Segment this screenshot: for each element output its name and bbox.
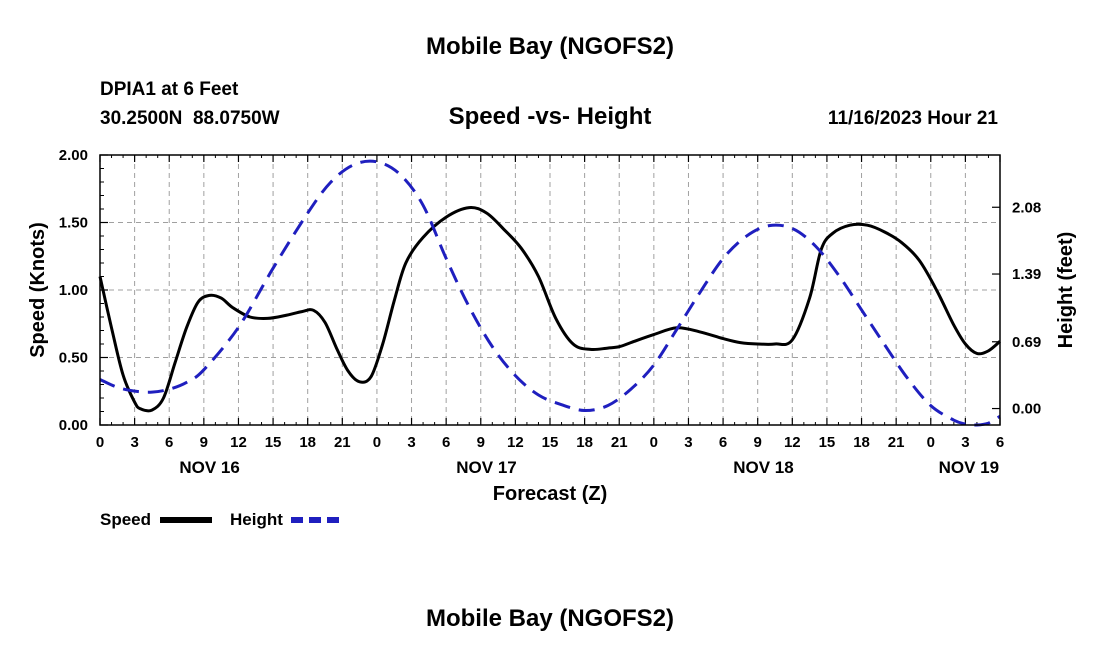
series-lines [98,159,1001,427]
x-tick-label: 18 [576,434,593,451]
x-tick-label: 0 [650,434,658,451]
bottom-title: Mobile Bay (NGOFS2) [426,605,674,632]
x-tick-label: 15 [542,434,559,451]
x-day-label: NOV 16 [179,458,239,477]
y-tick-label: 1.00 [59,282,88,299]
tick-labels: 0 3 6 9 12 15 18 21 0 3 6 9 12 15 18 21 0 3 6 9 12 15 18 21 0 3 6N… [59,147,1041,477]
datetime-label: 11/16/2023 Hour 21 [828,108,998,129]
top-title: Mobile Bay (NGOFS2) [426,33,674,60]
x-tick-label: 21 [888,434,905,451]
x-tick-label: 12 [784,434,801,451]
legend-height-label: Height [230,510,283,529]
x-tick-label: 9 [754,434,762,451]
y2-tick-label: 0.00 [1012,401,1041,418]
x-tick-label: 3 [684,434,692,451]
y2-axis-label: Height (feet) [1055,232,1077,349]
x-axis-label: Forecast (Z) [493,483,607,505]
legend: Speed Height [100,510,342,529]
chart-subtitle: Speed -vs- Height [449,103,652,130]
x-tick-label: 3 [130,434,138,451]
x-tick-label: 0 [373,434,381,451]
x-tick-label: 3 [961,434,969,451]
x-tick-label: 15 [819,434,836,451]
x-day-label: NOV 19 [939,458,999,477]
legend-speed-label: Speed [100,510,151,529]
plot-frame [99,154,1001,426]
x-tick-label: 6 [442,434,450,451]
x-tick-label: 21 [611,434,628,451]
y-tick-label: 0.50 [59,350,88,367]
x-tick-label: 6 [996,434,1004,451]
x-day-label: NOV 18 [733,458,793,477]
x-tick-label: 12 [507,434,524,451]
x-tick-label: 6 [719,434,727,451]
x-tick-label: 18 [299,434,316,451]
y-tick-label: 2.00 [59,147,88,164]
y-tick-label: 0.00 [59,417,88,434]
speed-series-line [98,206,1001,413]
y2-tick-label: 2.08 [1012,199,1041,216]
x-tick-label: 0 [96,434,104,451]
y2-tick-label: 1.39 [1012,266,1041,283]
height-series-line [99,159,1001,427]
x-tick-label: 9 [477,434,485,451]
x-tick-label: 6 [165,434,173,451]
x-tick-label: 9 [200,434,208,451]
station-label: DPIA1 at 6 Feet [100,79,239,100]
y-axis-label: Speed (Knots) [27,222,49,358]
y-tick-label: 1.50 [59,215,88,232]
x-tick-label: 21 [334,434,351,451]
coordinates-label: 30.2500N 88.0750W [100,108,280,129]
x-tick-label: 12 [230,434,247,451]
x-day-label: NOV 17 [456,458,516,477]
x-tick-label: 3 [407,434,415,451]
x-tick-label: 18 [853,434,870,451]
grid-lines [100,155,1000,425]
x-tick-label: 15 [265,434,282,451]
x-tick-label: 0 [927,434,935,451]
y2-tick-label: 0.69 [1012,334,1041,351]
